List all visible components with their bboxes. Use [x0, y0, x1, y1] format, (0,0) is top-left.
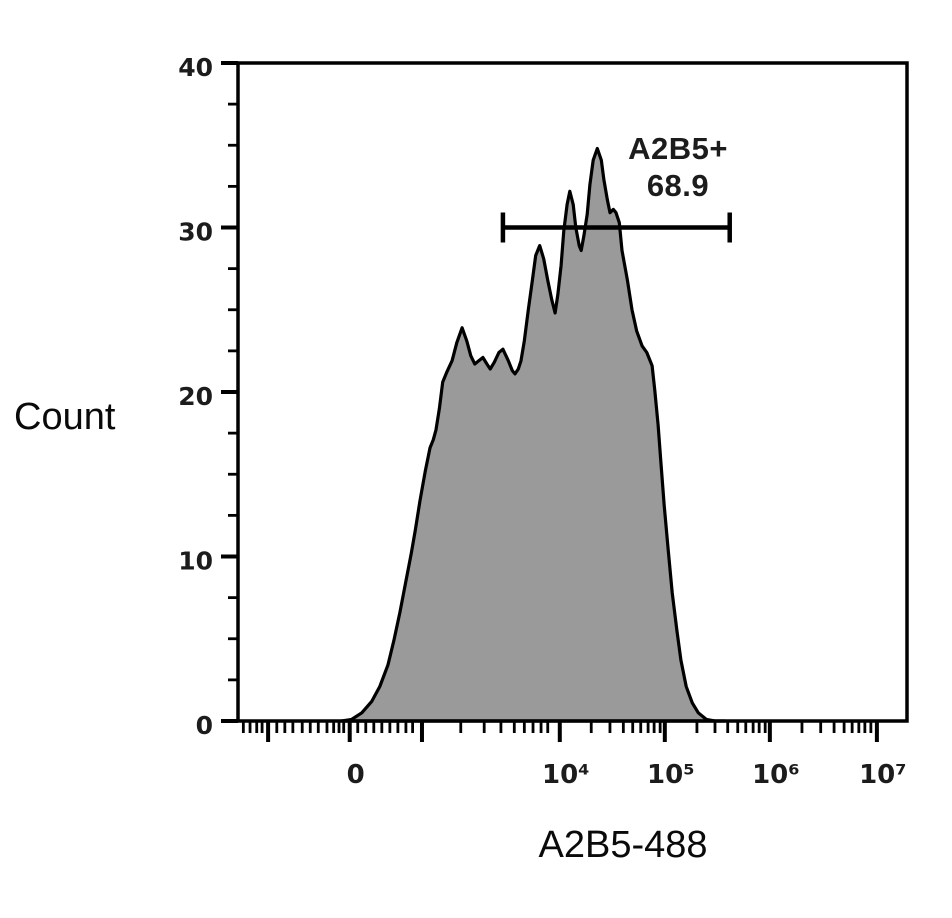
y-tick-label: 30	[178, 218, 213, 247]
y-axis-title: Count	[14, 396, 116, 438]
x-tick-label: 10⁷	[859, 760, 907, 790]
histogram-curve	[340, 146, 727, 723]
y-tick-label: 40	[178, 53, 213, 82]
gate-percentage: 68.9	[646, 168, 710, 203]
y-tick-label: 20	[178, 382, 213, 411]
y-tick-label: 10	[178, 547, 213, 576]
x-tick-label: 10⁵	[647, 760, 695, 790]
x-tick-label: 10⁴	[542, 760, 590, 790]
x-axis-title: A2B5-488	[538, 824, 708, 866]
x-tick-label: 10⁶	[752, 760, 800, 790]
x-tick-label: 0	[347, 760, 365, 790]
gate-annotation: A2B5+ 68.9	[628, 130, 728, 204]
gate-label: A2B5+	[628, 131, 728, 166]
y-tick-label: 0	[196, 711, 213, 740]
